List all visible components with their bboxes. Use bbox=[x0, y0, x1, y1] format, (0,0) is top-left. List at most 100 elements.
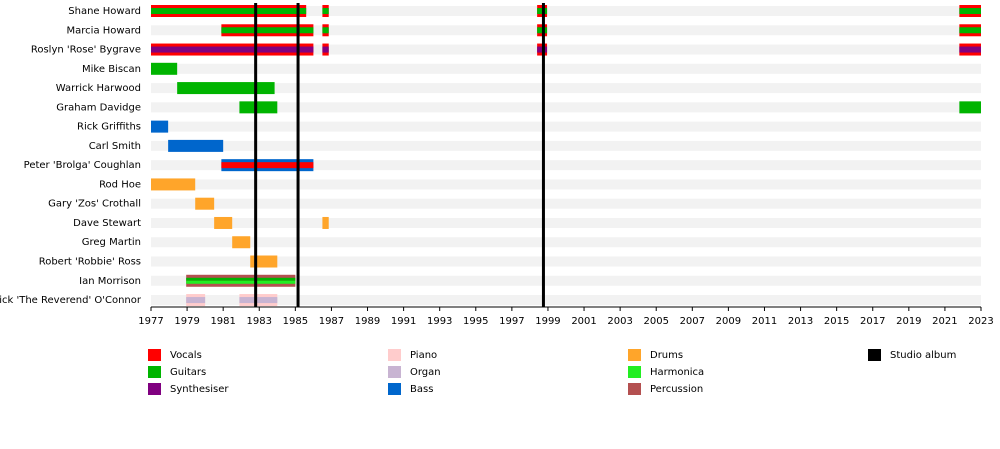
legend-label: Harmonica bbox=[650, 367, 704, 378]
role-stripe bbox=[959, 46, 981, 53]
x-tick-label: 2001 bbox=[571, 316, 596, 327]
legend-label: Percussion bbox=[650, 384, 703, 395]
row-band bbox=[151, 217, 981, 228]
x-tick-label: 1999 bbox=[535, 316, 560, 327]
row-label: Marcia Howard bbox=[67, 25, 141, 36]
member-bar bbox=[151, 120, 169, 133]
row-band bbox=[151, 102, 981, 113]
row-band bbox=[151, 198, 981, 209]
legend-swatch bbox=[628, 366, 641, 378]
row-label: Mike Biscan bbox=[82, 64, 141, 75]
row-label: Warrick Harwood bbox=[56, 83, 141, 94]
legend-swatch bbox=[388, 366, 401, 378]
legend-swatch bbox=[628, 383, 641, 395]
row-label: Rod Hoe bbox=[99, 179, 141, 190]
row-label: Graham Davidge bbox=[56, 102, 141, 113]
x-tick-label: 1993 bbox=[427, 316, 452, 327]
member-bar bbox=[168, 139, 224, 152]
row-band bbox=[151, 25, 981, 36]
legend-label: Drums bbox=[650, 350, 683, 361]
legend-label: Synthesiser bbox=[170, 384, 229, 395]
row-label: Robert 'Robbie' Ross bbox=[39, 257, 141, 268]
role-stripe bbox=[186, 297, 206, 304]
row-band bbox=[151, 140, 981, 151]
role-stripe bbox=[221, 162, 314, 169]
row-label: Gary 'Zos' Crothall bbox=[48, 199, 141, 210]
role-stripe bbox=[322, 46, 329, 53]
x-tick-label: 1995 bbox=[463, 316, 488, 327]
role-stripe bbox=[221, 27, 314, 34]
row-band bbox=[151, 295, 981, 306]
x-tick-label: 2009 bbox=[716, 316, 741, 327]
row-band bbox=[151, 83, 981, 94]
row-label: Greg Martin bbox=[82, 237, 141, 248]
legend-swatch bbox=[148, 383, 161, 395]
x-tick-label: 2007 bbox=[680, 316, 705, 327]
x-tick-label: 2019 bbox=[896, 316, 921, 327]
role-stripe bbox=[186, 277, 296, 281]
x-tick-label: 1991 bbox=[391, 316, 416, 327]
row-band bbox=[151, 237, 981, 248]
x-tick-label: 2015 bbox=[824, 316, 849, 327]
row-band bbox=[151, 121, 981, 132]
x-tick-label: 2021 bbox=[932, 316, 957, 327]
legend-label: Guitars bbox=[170, 367, 206, 378]
row-label: Dave Stewart bbox=[73, 218, 141, 229]
row-band bbox=[151, 6, 981, 16]
x-tick-label: 2023 bbox=[968, 316, 993, 327]
member-bar bbox=[322, 216, 329, 229]
x-tick-label: 2003 bbox=[607, 316, 632, 327]
member-bar bbox=[214, 216, 233, 229]
role-stripe bbox=[186, 280, 296, 284]
x-tick-label: 1983 bbox=[247, 316, 272, 327]
member-bar bbox=[232, 236, 251, 249]
legend-label: Organ bbox=[410, 367, 441, 378]
row-label: Rick Griffiths bbox=[77, 122, 141, 133]
role-stripe bbox=[959, 8, 981, 14]
x-tick-label: 1981 bbox=[210, 316, 235, 327]
legend-swatch bbox=[388, 383, 401, 395]
x-tick-label: 2017 bbox=[860, 316, 885, 327]
x-tick-label: 1997 bbox=[499, 316, 524, 327]
x-tick-label: 1985 bbox=[283, 316, 308, 327]
legend-label: Piano bbox=[410, 350, 437, 361]
role-stripe bbox=[322, 27, 329, 34]
x-tick-label: 1977 bbox=[138, 316, 163, 327]
role-stripe bbox=[322, 8, 329, 14]
member-bar bbox=[959, 101, 981, 114]
role-stripe bbox=[151, 8, 307, 14]
row-band bbox=[151, 179, 981, 190]
x-tick-label: 2005 bbox=[643, 316, 668, 327]
x-tick-label: 2011 bbox=[752, 316, 777, 327]
row-label: Mick 'The Reverend' O'Connor bbox=[0, 295, 142, 306]
member-bar bbox=[151, 178, 196, 191]
row-band bbox=[151, 63, 981, 74]
member-bar bbox=[177, 82, 275, 95]
legend-swatch bbox=[148, 349, 161, 361]
legend-swatch bbox=[388, 349, 401, 361]
row-band bbox=[151, 160, 981, 171]
row-band bbox=[151, 275, 981, 286]
row-label: Roslyn 'Rose' Bygrave bbox=[31, 45, 141, 56]
x-tick-label: 1989 bbox=[355, 316, 380, 327]
row-label: Ian Morrison bbox=[79, 276, 141, 287]
legend-label: Studio album bbox=[890, 350, 956, 361]
row-label: Peter 'Brolga' Coughlan bbox=[24, 160, 141, 171]
row-label: Carl Smith bbox=[89, 141, 141, 152]
legend-label: Vocals bbox=[170, 350, 202, 361]
row-label: Shane Howard bbox=[68, 6, 141, 17]
member-bar bbox=[239, 101, 278, 114]
row-band bbox=[151, 44, 981, 55]
role-stripe bbox=[151, 46, 314, 53]
x-tick-label: 1979 bbox=[174, 316, 199, 327]
role-stripe bbox=[239, 297, 278, 304]
legend-swatch bbox=[628, 349, 641, 361]
x-tick-label: 2013 bbox=[788, 316, 813, 327]
x-tick-label: 1987 bbox=[319, 316, 344, 327]
row-band bbox=[151, 256, 981, 267]
role-stripe bbox=[959, 27, 981, 34]
legend-swatch bbox=[868, 349, 881, 361]
legend-label: Bass bbox=[410, 384, 433, 395]
legend-swatch bbox=[148, 366, 161, 378]
member-bar bbox=[195, 197, 215, 210]
